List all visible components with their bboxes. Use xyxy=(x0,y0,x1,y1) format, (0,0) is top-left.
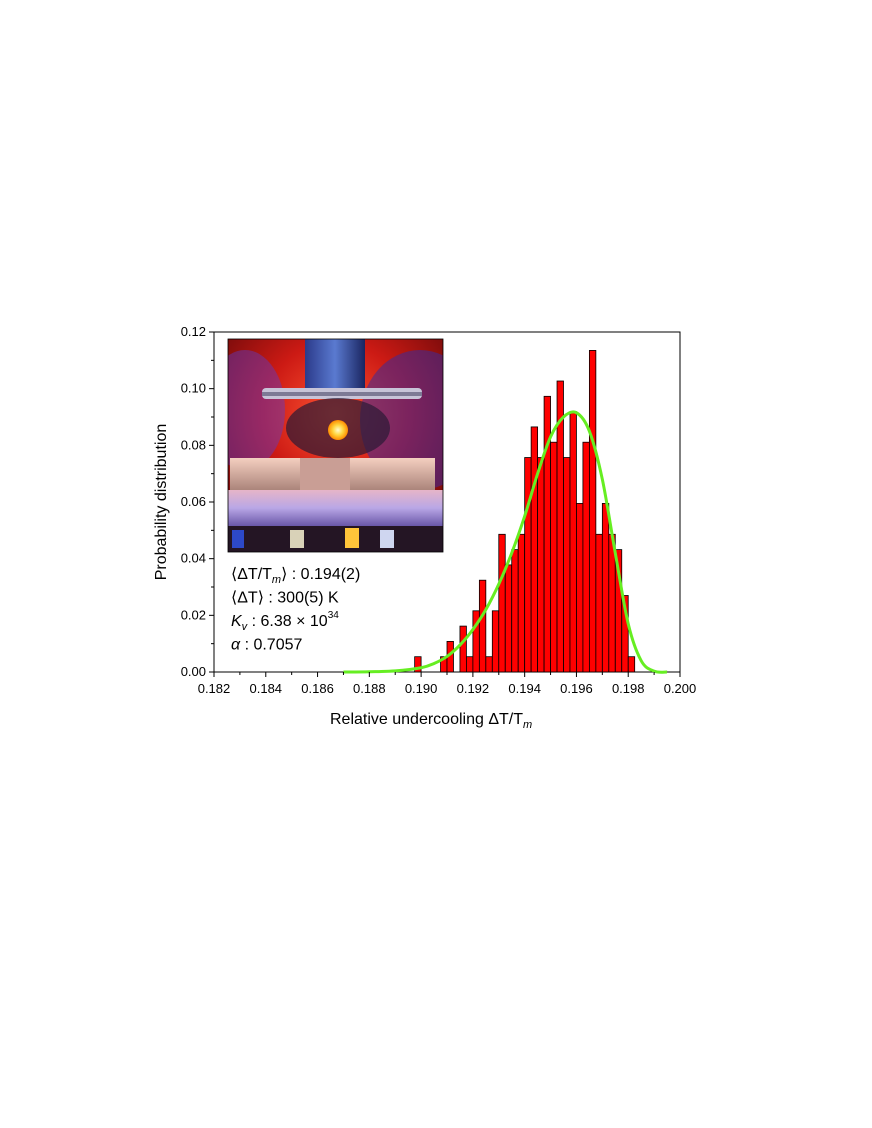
x-tick-label: 0.198 xyxy=(612,681,645,696)
y-tick-label: 0.02 xyxy=(181,607,206,622)
fit-parameters: ⟨ΔT/Tm⟩ : 0.194(2) ⟨ΔT⟩ : 300(5) K Kv : 6.… xyxy=(231,566,360,654)
x-axis-title: Relative undercooling ΔT/Tm xyxy=(330,711,532,731)
y-tick-label: 0.06 xyxy=(181,494,206,509)
histogram-bar xyxy=(530,426,539,673)
histogram-bar xyxy=(491,610,500,673)
histogram-bar xyxy=(621,595,629,673)
histogram-bar xyxy=(466,656,474,673)
histogram-bars xyxy=(414,350,636,673)
kv-value: Kv : 6.38 × 1034 xyxy=(231,610,339,633)
histogram-bar xyxy=(537,457,545,673)
histogram-bar xyxy=(550,441,558,673)
histogram-bar xyxy=(414,656,422,673)
fit-curve xyxy=(343,410,668,674)
x-tick-label: 0.200 xyxy=(664,681,697,696)
x-tick-label: 0.192 xyxy=(457,681,490,696)
x-tick-label: 0.182 xyxy=(198,681,231,696)
histogram-bar xyxy=(504,564,513,673)
x-tick-label: 0.184 xyxy=(250,681,283,696)
y-axis-title: Probability distribution xyxy=(153,424,170,581)
y-tick-label: 0.12 xyxy=(181,324,206,339)
x-axis-ticks: 0.182 0.184 0.186 0.188 0.190 0.192 0.194 0.196… xyxy=(198,672,697,696)
histogram-bar xyxy=(478,579,487,673)
y-tick-label: 0.10 xyxy=(181,381,206,396)
histogram-bar xyxy=(576,503,584,673)
mean-undercooling: ⟨ΔT⟩ : 300(5) K xyxy=(231,590,339,607)
histogram-bar xyxy=(459,625,467,673)
histogram-bar xyxy=(627,656,636,673)
y-axis-ticks: 0.00 0.02 0.04 0.06 0.08 0.10 0.12 xyxy=(181,324,214,679)
histogram-bar xyxy=(601,503,610,673)
alpha-value: α : 0.7057 xyxy=(231,637,303,654)
histogram-bar xyxy=(569,411,577,673)
histogram-bar xyxy=(588,350,597,673)
histogram-bar xyxy=(524,457,532,673)
histogram-bar xyxy=(511,549,519,673)
x-tick-label: 0.196 xyxy=(560,681,593,696)
y-tick-label: 0.04 xyxy=(181,551,206,566)
y-tick-label: 0.00 xyxy=(181,664,206,679)
histogram-bar xyxy=(517,533,526,673)
inset-border xyxy=(227,338,444,553)
histogram-bar xyxy=(498,533,506,673)
histogram-bar xyxy=(563,457,571,673)
histogram-bar xyxy=(595,533,603,673)
x-tick-label: 0.194 xyxy=(508,681,541,696)
histogram-bar xyxy=(582,441,590,673)
mean-relative-undercooling: ⟨ΔT/Tm⟩ : 0.194(2) xyxy=(231,566,360,586)
x-tick-label: 0.190 xyxy=(405,681,438,696)
histogram-bar xyxy=(485,656,493,673)
x-tick-label: 0.186 xyxy=(301,681,334,696)
y-tick-label: 0.08 xyxy=(181,437,206,452)
x-tick-label: 0.188 xyxy=(353,681,386,696)
levitator-photo xyxy=(228,339,443,552)
